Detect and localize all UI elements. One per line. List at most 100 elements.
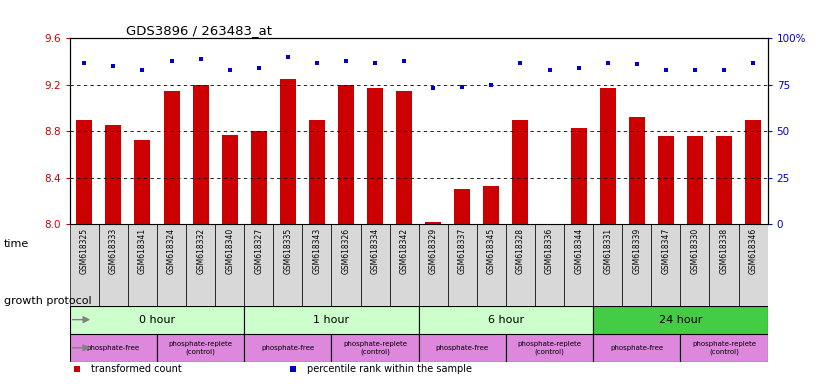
Bar <box>70 224 99 306</box>
Bar <box>302 224 332 306</box>
Text: GSM618344: GSM618344 <box>574 228 583 274</box>
Bar <box>245 306 419 334</box>
Text: GSM618337: GSM618337 <box>458 228 467 274</box>
Bar <box>594 224 622 306</box>
Text: phosphate-free: phosphate-free <box>436 345 488 351</box>
Bar <box>397 91 412 224</box>
Bar <box>599 88 616 224</box>
Bar <box>571 127 587 224</box>
Bar <box>250 131 267 224</box>
Bar <box>157 224 186 306</box>
Bar <box>739 224 768 306</box>
Text: time: time <box>4 239 30 249</box>
Bar <box>76 119 92 224</box>
Text: phosphate-replete
(control): phosphate-replete (control) <box>517 341 581 354</box>
Bar <box>651 224 681 306</box>
Bar <box>506 224 535 306</box>
Text: GSM618340: GSM618340 <box>225 228 234 274</box>
Bar <box>622 224 651 306</box>
Bar <box>658 136 674 224</box>
Text: 0 hour: 0 hour <box>139 314 175 324</box>
Bar <box>105 125 122 224</box>
Text: GSM618333: GSM618333 <box>109 228 118 274</box>
Bar <box>215 224 245 306</box>
Bar <box>512 119 529 224</box>
Bar <box>454 189 470 224</box>
Bar <box>484 185 499 224</box>
Text: phosphate-replete
(control): phosphate-replete (control) <box>343 341 407 354</box>
Text: 1 hour: 1 hour <box>314 314 350 324</box>
Bar <box>70 306 245 334</box>
Bar <box>745 119 761 224</box>
Bar <box>535 224 564 306</box>
Text: GSM618338: GSM618338 <box>719 228 728 274</box>
Bar <box>425 222 441 224</box>
Bar <box>338 85 354 224</box>
Text: GSM618326: GSM618326 <box>342 228 351 274</box>
Bar <box>681 224 709 306</box>
Text: GSM618346: GSM618346 <box>749 228 758 274</box>
Text: phosphate-replete
(control): phosphate-replete (control) <box>168 341 232 354</box>
Text: 6 hour: 6 hour <box>488 314 524 324</box>
Text: GSM618331: GSM618331 <box>603 228 612 274</box>
Text: GSM618342: GSM618342 <box>400 228 409 274</box>
Text: phosphate-replete
(control): phosphate-replete (control) <box>692 341 756 354</box>
Text: transformed count: transformed count <box>91 364 181 374</box>
Bar <box>367 88 383 224</box>
Bar <box>477 224 506 306</box>
Text: GSM618332: GSM618332 <box>196 228 205 274</box>
Text: percentile rank within the sample: percentile rank within the sample <box>307 364 472 374</box>
Bar <box>629 117 644 224</box>
Bar <box>128 224 157 306</box>
Bar <box>594 334 681 362</box>
Bar <box>687 136 703 224</box>
Bar <box>681 334 768 362</box>
Bar <box>157 334 245 362</box>
Text: GDS3896 / 263483_at: GDS3896 / 263483_at <box>126 24 272 37</box>
Bar <box>419 224 447 306</box>
Text: GSM618335: GSM618335 <box>283 228 292 274</box>
Text: GSM618341: GSM618341 <box>138 228 147 274</box>
Bar <box>564 224 594 306</box>
Text: 24 hour: 24 hour <box>658 314 702 324</box>
Text: GSM618324: GSM618324 <box>167 228 176 274</box>
Text: phosphate-free: phosphate-free <box>610 345 663 351</box>
Bar <box>309 119 325 224</box>
Bar <box>280 79 296 224</box>
Bar <box>716 136 732 224</box>
Bar <box>222 135 238 224</box>
Text: GSM618334: GSM618334 <box>370 228 379 274</box>
Bar <box>193 85 209 224</box>
Bar <box>419 306 594 334</box>
Bar <box>99 224 128 306</box>
Bar <box>332 334 419 362</box>
Bar <box>419 334 506 362</box>
Bar <box>332 224 360 306</box>
Bar <box>245 224 273 306</box>
Bar <box>447 224 477 306</box>
Bar <box>390 224 419 306</box>
Text: GSM618327: GSM618327 <box>255 228 264 274</box>
Text: growth protocol: growth protocol <box>4 296 92 306</box>
Bar <box>135 141 150 224</box>
Bar <box>163 91 180 224</box>
Bar <box>245 334 332 362</box>
Bar <box>594 306 768 334</box>
Bar <box>186 224 215 306</box>
Text: GSM618330: GSM618330 <box>690 228 699 274</box>
Text: GSM618345: GSM618345 <box>487 228 496 274</box>
Text: GSM618343: GSM618343 <box>313 228 322 274</box>
Text: GSM618347: GSM618347 <box>662 228 671 274</box>
Bar <box>709 224 739 306</box>
Text: GSM618336: GSM618336 <box>545 228 554 274</box>
Bar <box>506 334 594 362</box>
Bar <box>360 224 390 306</box>
Text: GSM618325: GSM618325 <box>80 228 89 274</box>
Text: GSM618328: GSM618328 <box>516 228 525 274</box>
Text: GSM618329: GSM618329 <box>429 228 438 274</box>
Text: phosphate-free: phosphate-free <box>87 345 140 351</box>
Bar <box>273 224 302 306</box>
Text: phosphate-free: phosphate-free <box>261 345 314 351</box>
Text: GSM618339: GSM618339 <box>632 228 641 274</box>
Bar <box>70 334 157 362</box>
